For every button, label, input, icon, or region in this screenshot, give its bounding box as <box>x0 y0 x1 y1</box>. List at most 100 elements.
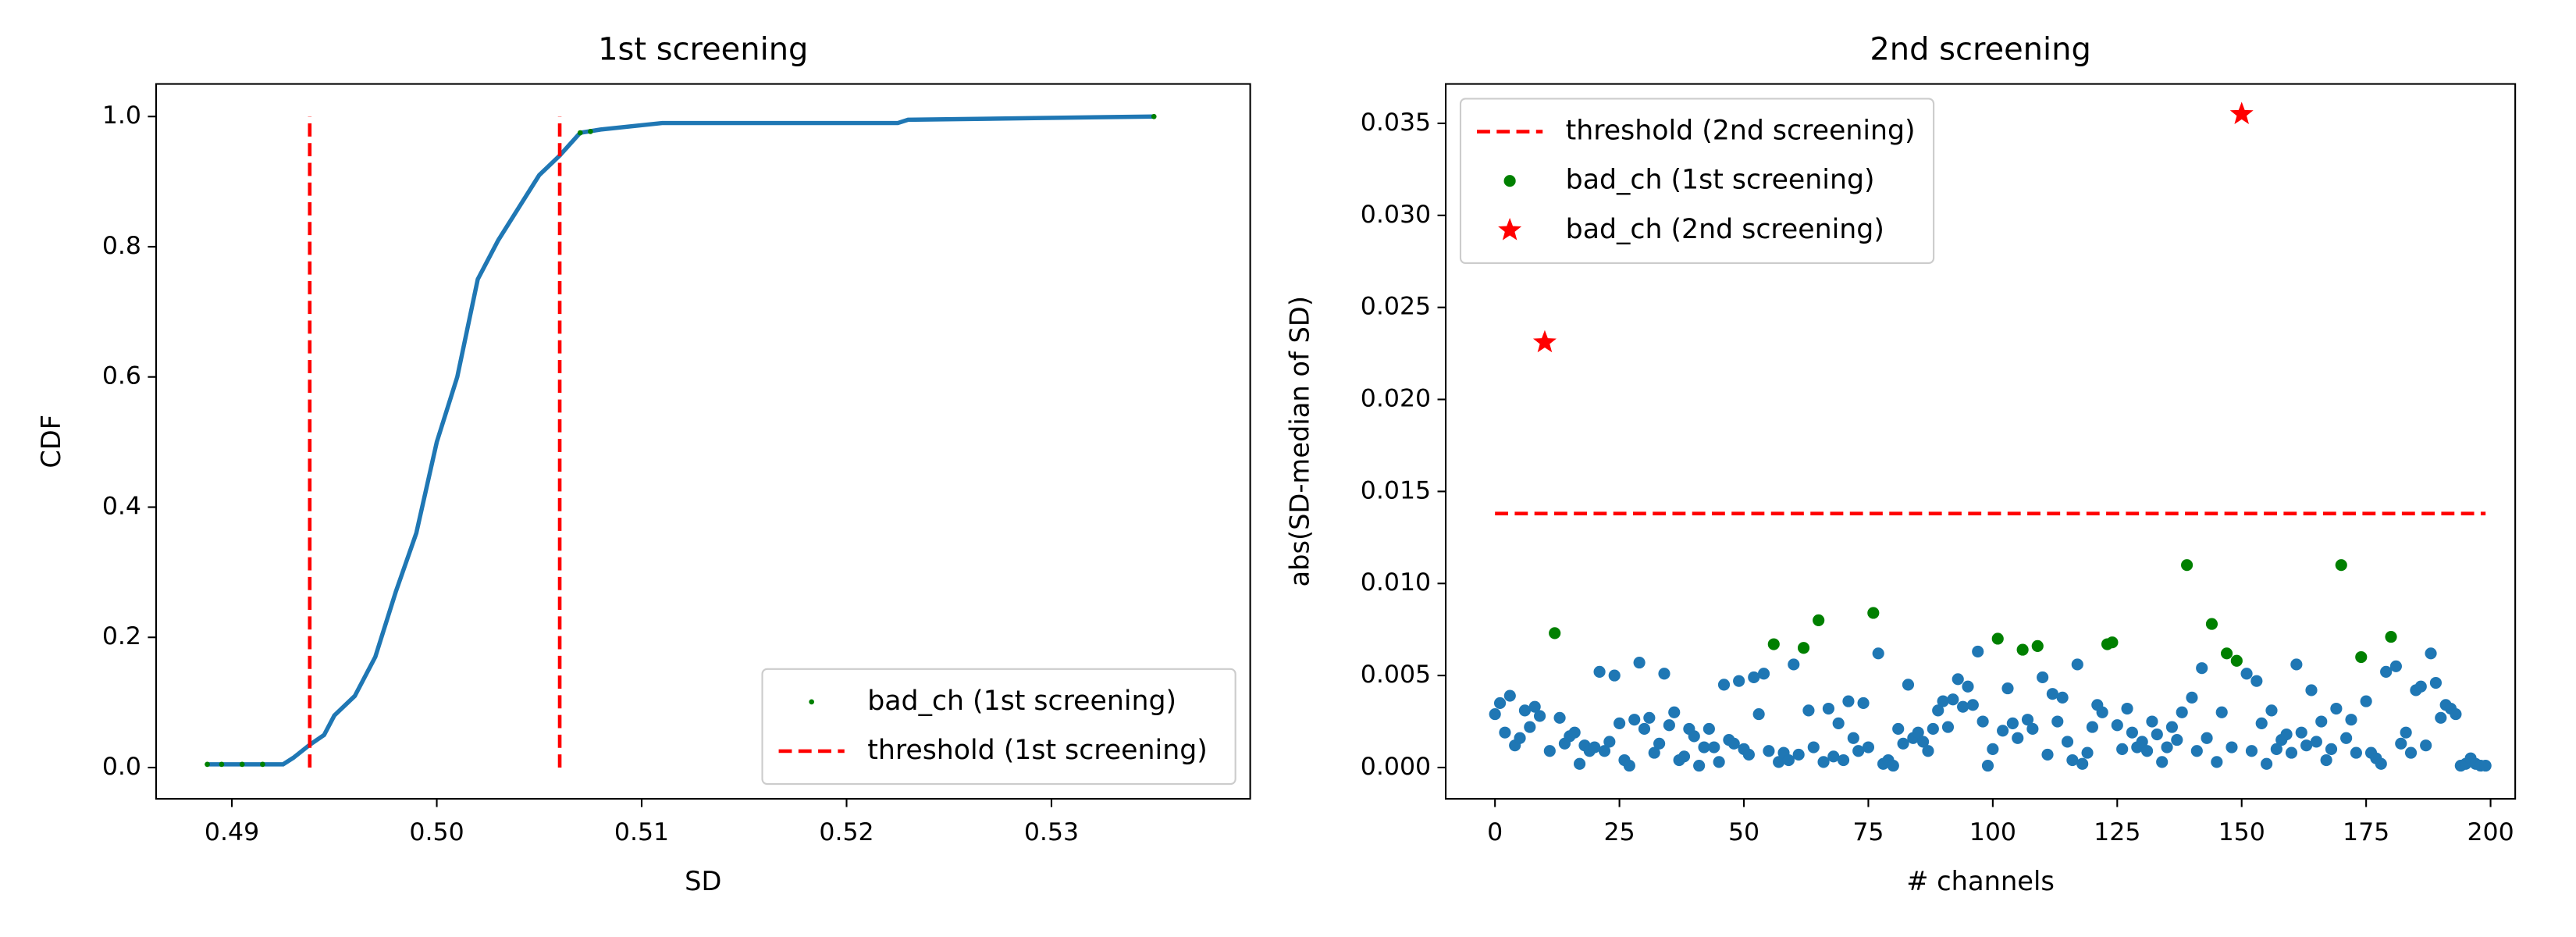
data-point <box>2140 745 2154 757</box>
data-point <box>2450 708 2462 721</box>
x-tick-label: 25 <box>1604 818 1635 846</box>
data-point <box>1533 710 1546 722</box>
data-point <box>2375 757 2387 770</box>
data-point <box>1603 736 1616 748</box>
data-point <box>2116 743 2129 755</box>
data-point <box>2215 706 2228 718</box>
data-point <box>1532 330 1557 353</box>
data-point <box>2196 662 2208 675</box>
data-point <box>2056 691 2069 704</box>
y-tick-label: 0.000 <box>1361 753 1431 781</box>
data-point <box>2156 756 2169 768</box>
data-point <box>2250 675 2263 687</box>
data-point <box>2360 695 2372 707</box>
data-point <box>1862 741 1875 754</box>
data-point <box>219 761 225 768</box>
data-point <box>2270 743 2282 755</box>
data-point <box>2046 688 2058 700</box>
data-point <box>1962 680 1974 693</box>
y-tick-label: 0.030 <box>1361 201 1431 229</box>
data-point <box>260 761 265 768</box>
data-point <box>2420 739 2432 752</box>
data-point <box>1553 711 1566 724</box>
data-point <box>2136 736 2148 748</box>
data-point <box>2320 754 2332 767</box>
data-point <box>2255 717 2268 729</box>
legend-handle <box>1503 175 1516 187</box>
data-point <box>2106 636 2119 649</box>
data-point <box>1797 642 1810 654</box>
x-tick-label: 100 <box>1969 818 2016 846</box>
data-point <box>1847 732 1859 744</box>
data-point <box>1693 760 1706 772</box>
data-point <box>1952 673 1964 686</box>
data-point <box>2126 726 2138 739</box>
data-point <box>2429 676 2442 689</box>
y-tick-label: 0.8 <box>102 232 141 260</box>
y-tick-label: 0.0 <box>102 753 141 781</box>
data-point <box>1518 704 1532 717</box>
data-point <box>2066 754 2079 767</box>
data-point <box>2345 714 2357 726</box>
data-point <box>1628 714 1641 726</box>
data-point <box>2315 715 2328 728</box>
y-tick-label: 0.010 <box>1361 568 1431 597</box>
data-point <box>2006 717 2019 729</box>
data-point <box>2310 736 2322 748</box>
y-tick-label: 0.4 <box>102 492 141 520</box>
data-point <box>2425 647 2437 660</box>
data-point <box>1822 702 1835 715</box>
data-point <box>2081 746 2094 759</box>
x-tick-label: 125 <box>2094 818 2140 846</box>
data-point <box>2211 756 2223 768</box>
data-point <box>1623 760 1635 772</box>
data-point <box>1658 668 1670 680</box>
data-point <box>1643 711 1656 724</box>
data-point <box>2330 702 2343 715</box>
data-point <box>1499 726 1511 739</box>
x-tick-label: 0.52 <box>819 818 873 846</box>
data-point <box>1668 706 1681 718</box>
data-point <box>2180 559 2194 572</box>
data-point <box>2201 732 2213 744</box>
x-tick-label: 0.51 <box>614 818 669 846</box>
data-point <box>205 761 210 768</box>
data-point <box>1941 721 1955 733</box>
chart-title: 2nd screening <box>1870 31 2091 67</box>
data-point <box>2280 728 2293 741</box>
data-point <box>1688 730 1700 743</box>
plot-frame <box>155 83 1251 800</box>
data-point <box>1966 699 1979 711</box>
data-point <box>1788 658 1800 671</box>
data-point <box>1503 689 1516 702</box>
data-point <box>1792 748 1805 761</box>
cdf-line <box>207 114 1155 767</box>
y-tick-label: 0.035 <box>1361 109 1431 137</box>
data-point <box>1514 732 1526 744</box>
legend-label: bad_ch (2nd screening) <box>1566 214 1884 245</box>
y-tick-label: 0.015 <box>1361 476 1431 504</box>
legend-handle <box>809 699 815 705</box>
y-tick-label: 0.005 <box>1361 661 1431 689</box>
x-tick-label: 0.53 <box>1024 818 1079 846</box>
data-point <box>1151 113 1157 119</box>
legend-label: bad_ch (1st screening) <box>1566 165 1875 196</box>
data-point <box>1867 607 1880 619</box>
data-point <box>1589 741 1601 754</box>
data-point <box>1678 750 1691 763</box>
data-point <box>1917 736 1930 748</box>
data-point <box>1717 679 1731 691</box>
data-point <box>2389 660 2402 672</box>
data-point <box>2165 721 2179 733</box>
x-tick-label: 0 <box>1487 818 1503 846</box>
legend-handle <box>1498 218 1522 240</box>
data-point <box>1598 745 1611 757</box>
data-point <box>2404 746 2418 759</box>
data-point <box>2290 658 2303 671</box>
data-point <box>2071 658 2083 671</box>
data-point <box>1817 756 1830 768</box>
data-point <box>2300 739 2313 752</box>
data-point <box>2037 671 2049 684</box>
data-point <box>2350 746 2362 759</box>
data-point <box>1842 695 1855 707</box>
